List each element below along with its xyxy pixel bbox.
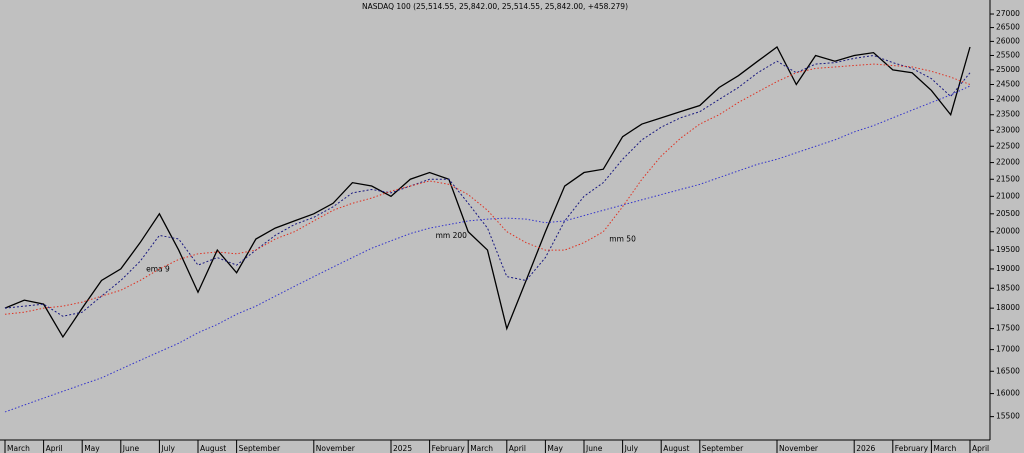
x-tick-label: March xyxy=(933,444,956,453)
series-line xyxy=(4,54,971,317)
series-label: mm 50 xyxy=(609,235,636,244)
x-tick-label: June xyxy=(585,444,603,453)
x-tick-label: September xyxy=(702,444,744,453)
y-tick-label: 21000 xyxy=(996,191,1020,200)
x-tick-label: April xyxy=(972,444,989,453)
x-tick-label: April xyxy=(46,444,63,453)
y-tick-label: 16500 xyxy=(996,366,1020,375)
x-tick-label: May xyxy=(547,444,563,453)
x-tick-label: September xyxy=(239,444,281,453)
y-tick-label: 24000 xyxy=(996,94,1020,103)
series-line xyxy=(4,46,971,339)
x-tick-label: November xyxy=(316,444,356,453)
x-tick-label: August xyxy=(663,444,689,453)
x-tick-label: 2026 xyxy=(856,444,875,453)
y-tick-label: 16000 xyxy=(996,389,1020,398)
x-tick-label: July xyxy=(160,444,175,453)
series-label: mm 200 xyxy=(436,231,468,240)
y-tick-label: 22000 xyxy=(996,158,1020,167)
y-tick-label: 15500 xyxy=(996,412,1020,421)
y-tick-label: 24500 xyxy=(996,80,1020,89)
y-tick-label: 26000 xyxy=(996,36,1020,45)
y-tick-label: 18500 xyxy=(996,283,1020,292)
x-tick-label: April xyxy=(509,444,526,453)
x-tick-label: August xyxy=(200,444,226,453)
series-label: ema 9 xyxy=(146,264,170,273)
x-tick-label: February xyxy=(432,444,466,453)
y-tick-label: 25500 xyxy=(996,50,1020,59)
y-tick-label: 18000 xyxy=(996,303,1020,312)
chart-title: NASDAQ 100 (25,514.55, 25,842.00, 25,514… xyxy=(362,2,628,11)
y-tick-label: 23500 xyxy=(996,110,1020,119)
y-tick-label: 25000 xyxy=(996,65,1020,74)
y-tick-label: 21500 xyxy=(996,174,1020,183)
x-tick-label: November xyxy=(779,444,819,453)
series-line xyxy=(4,85,971,413)
x-tick-label: 2025 xyxy=(393,444,412,453)
x-tick-label: May xyxy=(84,444,100,453)
y-tick-label: 20000 xyxy=(996,227,1020,236)
y-tick-label: 22500 xyxy=(996,141,1020,150)
y-tick-label: 27000 xyxy=(996,9,1020,18)
x-tick-label: March xyxy=(7,444,30,453)
x-tick-label: June xyxy=(122,444,140,453)
y-tick-label: 19500 xyxy=(996,245,1020,254)
x-tick-label: February xyxy=(895,444,929,453)
y-tick-label: 26500 xyxy=(996,23,1020,32)
y-tick-label: 17500 xyxy=(996,324,1020,333)
x-tick-label: March xyxy=(470,444,493,453)
y-tick-label: 19000 xyxy=(996,264,1020,273)
y-tick-label: 17000 xyxy=(996,345,1020,354)
x-tick-label: July xyxy=(624,444,639,453)
y-tick-label: 23000 xyxy=(996,125,1020,134)
y-tick-label: 20500 xyxy=(996,209,1020,218)
